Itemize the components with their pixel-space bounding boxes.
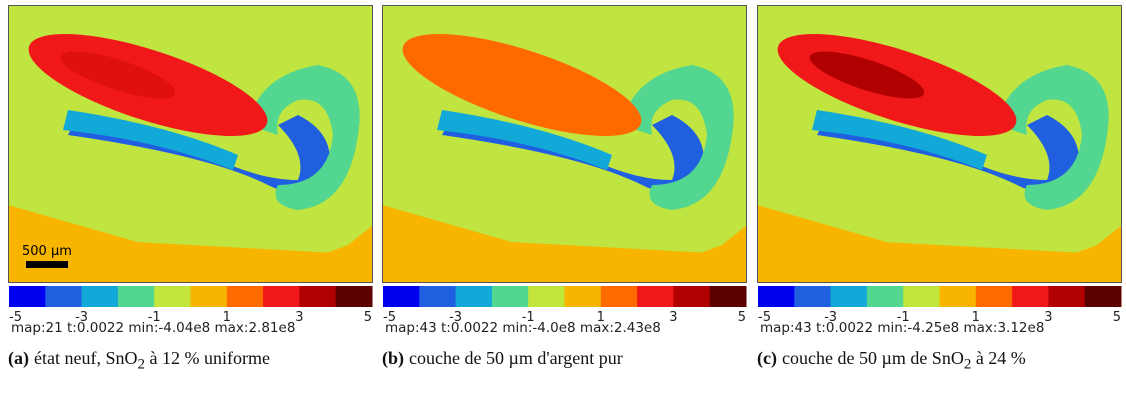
colorbar-cell	[154, 286, 191, 307]
panel: -5 -3 -1 1 3 5 map:43 t:0.0022 min:-4.25e8 max…	[757, 5, 1125, 376]
caption-label: (c)	[757, 348, 777, 368]
caption-text: couche de 50 µm d'argent pur	[409, 348, 623, 368]
colorbar-tick-label: -5	[383, 310, 396, 325]
caption: (b) couche de 50 µm d'argent pur	[382, 347, 750, 369]
colorbar-cell	[190, 286, 228, 307]
caption-subscript: 2	[963, 356, 972, 373]
caption-text: couche de 50 µm de SnO	[781, 348, 964, 368]
colorbar-cell	[866, 286, 904, 307]
colorbar-cell	[758, 286, 795, 307]
red-zone	[402, 34, 642, 136]
dark-zone	[809, 51, 925, 99]
colorbar-cell	[45, 286, 83, 307]
colorbar-cell	[9, 286, 46, 307]
colorbar-tick-label: 1	[223, 310, 231, 325]
colorbar-cell	[81, 286, 119, 307]
panel: 500 µm -5 -3 -1 1 3 5 map:21 t:0.0022 min:-4.04…	[8, 5, 376, 376]
caption-subscript: 2	[137, 356, 145, 373]
colorbar-cell	[455, 286, 493, 307]
colorbar-cell	[673, 286, 711, 307]
colorbar-cell	[600, 286, 638, 307]
colorbar-cell	[299, 286, 337, 307]
caption-text: à 24 %	[971, 348, 1026, 368]
colorbar-tick-label: 3	[295, 310, 303, 325]
colorbar-cell	[564, 286, 602, 307]
colorbar-cell	[975, 286, 1013, 307]
colorbar-cell	[263, 286, 300, 307]
frame	[757, 5, 1122, 283]
simulation-image: -5 -3 -1 1 3 5 map:43 t:0.0022 min:-4.0e8 max:…	[382, 5, 747, 335]
caption: (a) état neuf, SnO2 à 12 % uniforme	[8, 347, 376, 376]
colorbar-cell	[335, 286, 373, 307]
map-info: map:43 t:0.0022 min:-4.0e8 max:2.43e8	[385, 320, 661, 335]
colorbar-cell	[528, 286, 565, 307]
colorbar-tick-label: 3	[669, 310, 677, 325]
cyan-band	[437, 110, 612, 170]
colorbar-cell	[1048, 286, 1086, 307]
caption-text: état neuf, SnO	[34, 348, 138, 368]
colorbar-cell	[1084, 286, 1122, 307]
colorbar-tick-label: -1	[897, 310, 910, 325]
colorbar-cell	[830, 286, 868, 307]
lower-region	[382, 235, 747, 283]
colorbar-cell	[419, 286, 457, 307]
map-info: map:43 t:0.0022 min:-4.25e8 max:3.12e8	[760, 320, 1044, 335]
colorbar-cell	[383, 286, 420, 307]
colorbar-tick-label: -5	[758, 310, 771, 325]
colorbar-tick-label: -1	[148, 310, 161, 325]
colorbar-tick-label: -3	[824, 310, 837, 325]
cyan-swirl	[997, 65, 1109, 210]
colorbar-tick-label: 1	[972, 310, 980, 325]
colorbar-tick-label: -5	[9, 310, 22, 325]
dark-zone	[60, 51, 176, 99]
map-info: map:21 t:0.0022 min:-4.04e8 max:2.81e8	[11, 320, 295, 335]
caption: (c) couche de 50 µm de SnO2 à 24 %	[757, 347, 1125, 376]
simulation-image: 500 µm -5 -3 -1 1 3 5 map:21 t:0.0022 min:-4.04…	[8, 5, 373, 335]
lower-region	[757, 235, 1122, 283]
scale-bar	[26, 261, 68, 268]
colorbar-tick-label: 5	[364, 310, 372, 325]
colorbar-cell	[903, 286, 940, 307]
colorbar-cell	[117, 286, 155, 307]
caption-label: (a)	[8, 348, 29, 368]
cyan-swirl	[622, 65, 734, 210]
caption-text: à 12 % uniforme	[144, 348, 270, 368]
colorbar-cell	[226, 286, 264, 307]
colorbar-tick-label: 5	[738, 310, 746, 325]
colorbar-cell	[1012, 286, 1049, 307]
panel: -5 -3 -1 1 3 5 map:43 t:0.0022 min:-4.0e8 max:…	[382, 5, 750, 369]
colorbar-cell	[637, 286, 674, 307]
colorbar-cell	[491, 286, 529, 307]
cyan-band	[63, 110, 238, 170]
colorbar-tick-label: 1	[597, 310, 605, 325]
cyan-swirl	[248, 65, 360, 210]
lower-region	[8, 235, 373, 283]
colorbar-tick-label: -3	[75, 310, 88, 325]
colorbar-tick-label: -1	[522, 310, 535, 325]
colorbar-tick-label: 5	[1113, 310, 1121, 325]
caption-label: (b)	[382, 348, 404, 368]
colorbar-cell	[939, 286, 977, 307]
colorbar-tick-label: -3	[449, 310, 462, 325]
simulation-image: -5 -3 -1 1 3 5 map:43 t:0.0022 min:-4.25e8 max…	[757, 5, 1122, 335]
colorbar-tick-label: 3	[1044, 310, 1052, 325]
colorbar-cell	[794, 286, 832, 307]
colorbar-cell	[709, 286, 747, 307]
scale-bar-label: 500 µm	[22, 244, 72, 259]
frame	[382, 5, 747, 283]
frame	[8, 5, 373, 283]
cyan-band	[812, 110, 987, 170]
